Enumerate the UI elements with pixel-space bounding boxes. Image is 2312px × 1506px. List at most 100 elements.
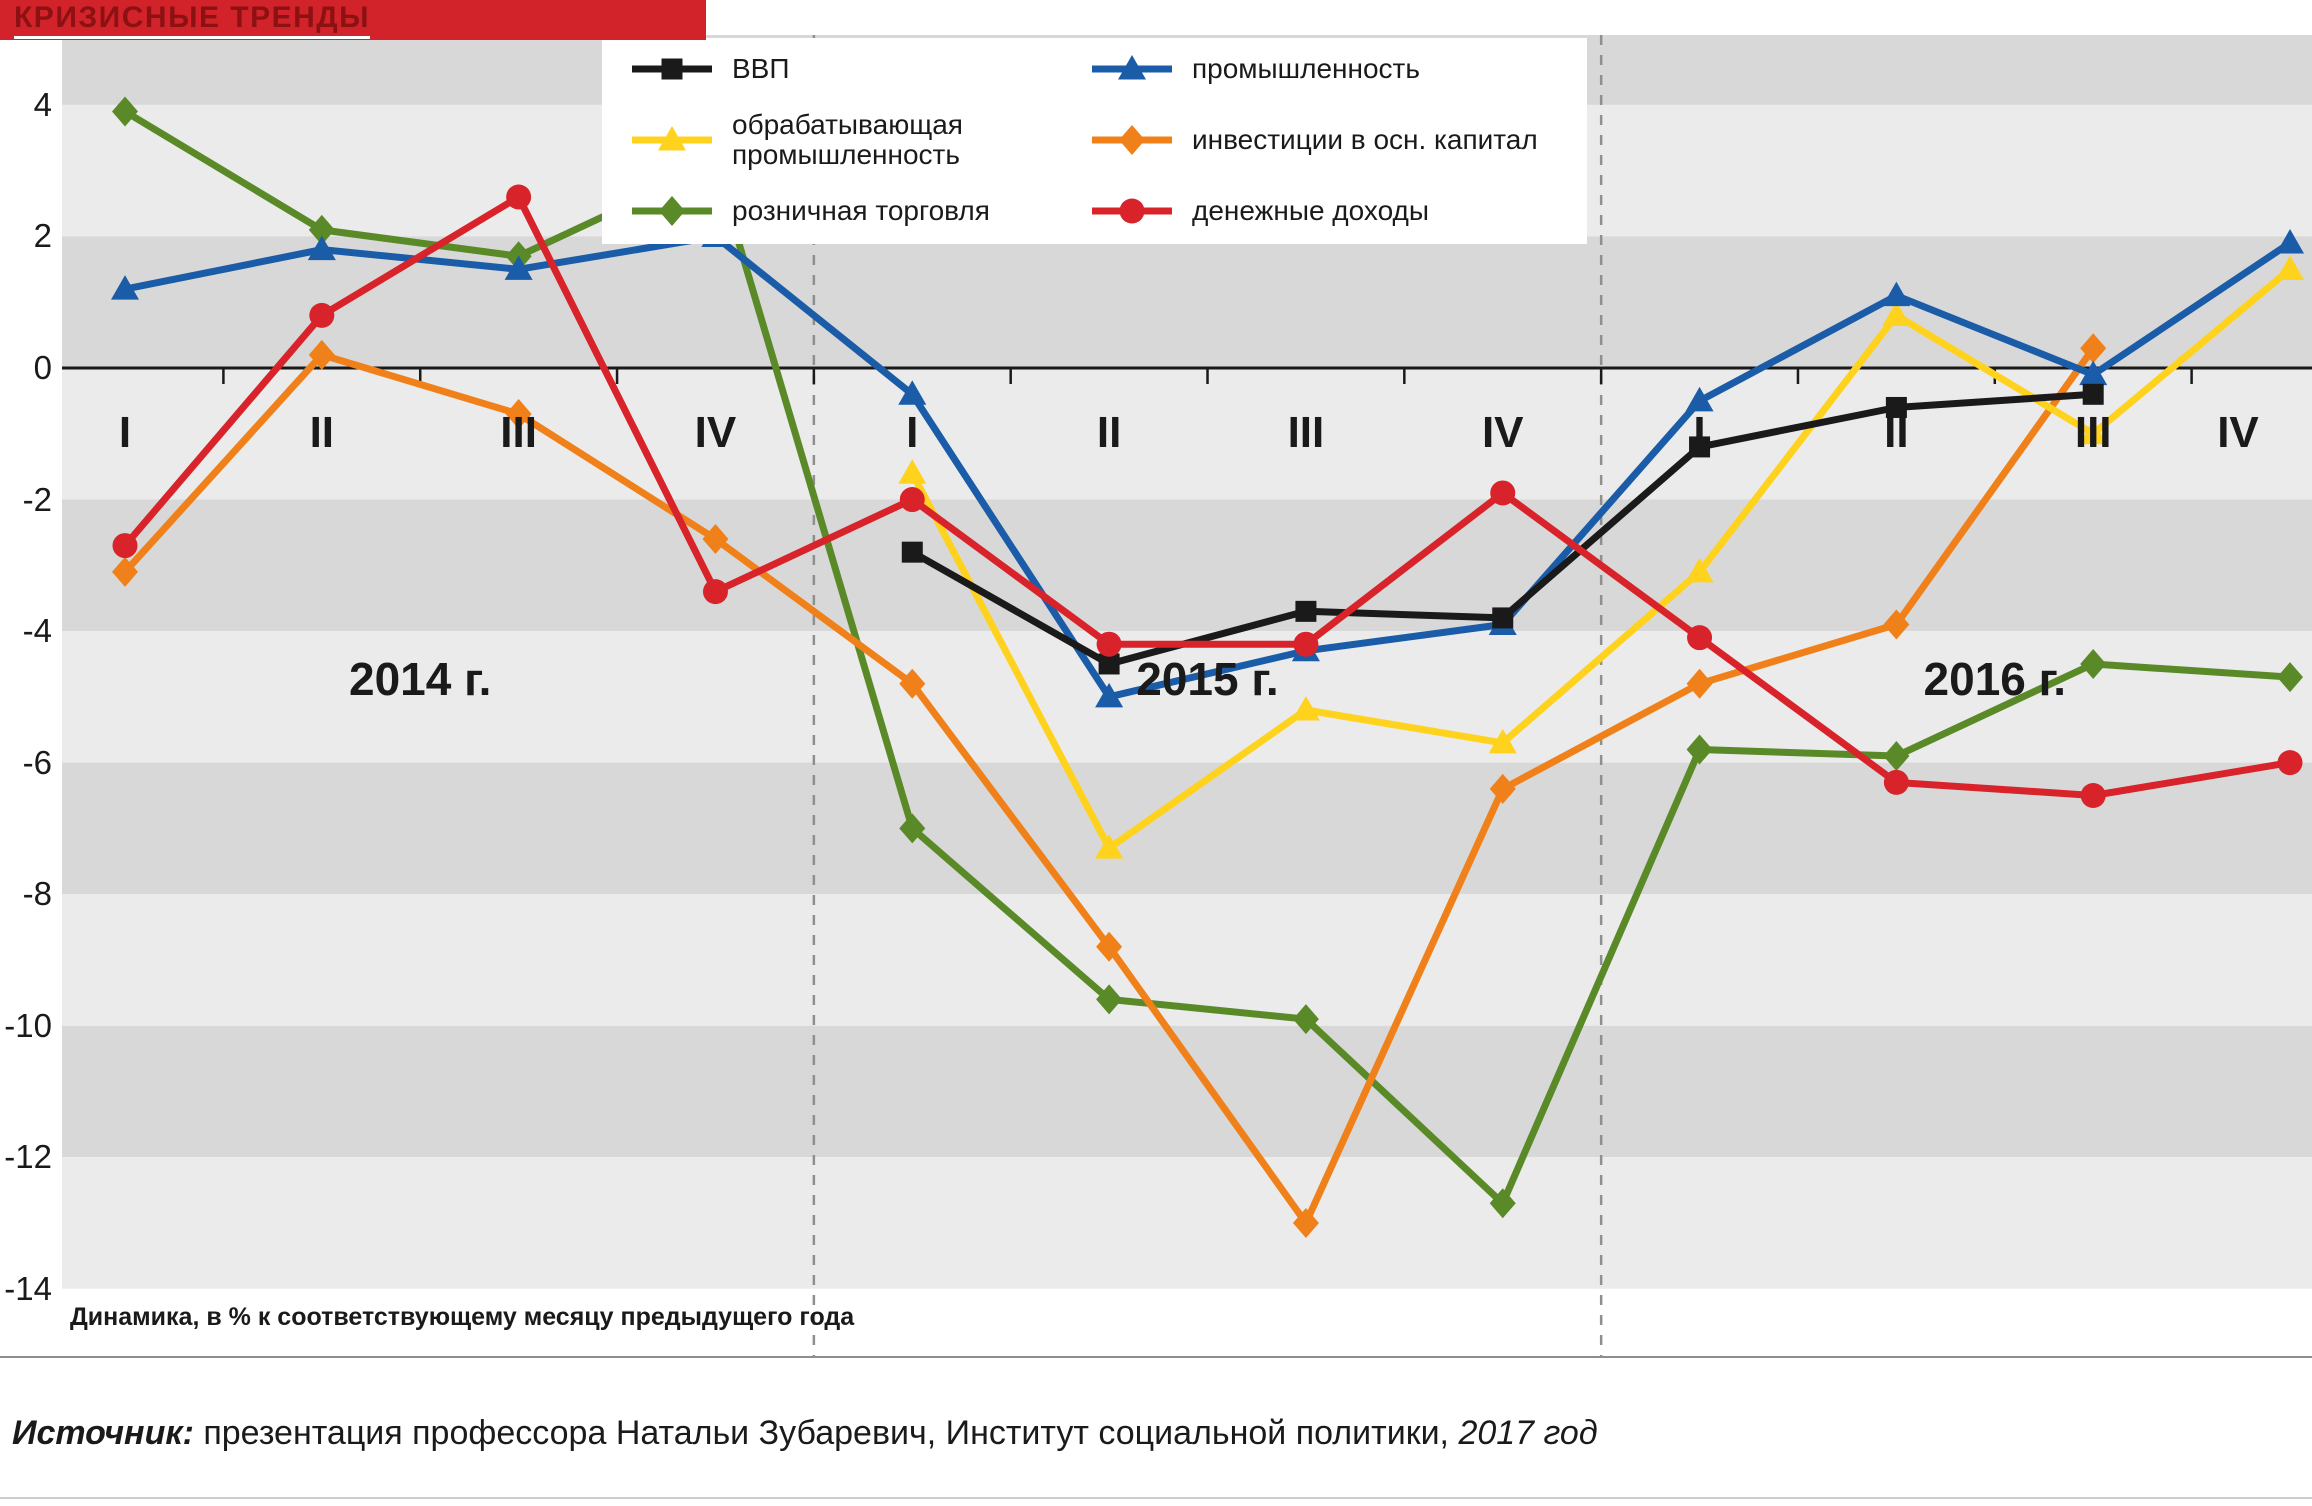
series-marker-triangle [1685, 557, 1714, 583]
series-marker-diamond [1883, 609, 1910, 640]
series-marker-triangle [1488, 728, 1517, 754]
source-label: Источник: [12, 1414, 194, 1452]
series-marker-circle [1490, 480, 1516, 506]
series-marker-triangle [898, 380, 927, 405]
series-line-industry [121, 233, 2294, 701]
series-marker-triangle [2276, 255, 2305, 280]
series-marker-triangle [2079, 360, 2108, 386]
plot-band [62, 762, 2312, 895]
series-marker-square [1689, 436, 1711, 458]
series-marker-triangle [504, 255, 533, 280]
series-line-income [121, 193, 2294, 799]
legend-item-investment: инвестиции в осн. капитал [1090, 125, 1563, 155]
source-line: Источник: презентация профессора Натальи… [12, 1414, 1598, 1453]
series-marker-diamond [1292, 1208, 1319, 1239]
legend-label: ВВП [732, 53, 790, 85]
legend-item-industry: промышленность [1090, 54, 1563, 84]
series-marker-square [2082, 383, 2104, 405]
series-marker-diamond [1686, 668, 1713, 699]
series-marker-diamond [308, 339, 335, 370]
series-marker-circle [309, 302, 335, 328]
series-marker-diamond [112, 96, 138, 127]
series-marker-circle [2277, 750, 2303, 776]
series-marker-triangle [2079, 419, 2108, 445]
series-marker-circle [506, 184, 532, 210]
series-marker-diamond [702, 524, 729, 555]
series-marker-triangle [1118, 55, 1146, 80]
source-text: презентация профессора Натальи Зубаревич… [193, 1414, 1459, 1452]
series-marker-diamond [1096, 984, 1123, 1015]
chart-area: 4 2 0 -2 -4 -6 -8 -10 -12 -14 I II III IV I II III IV I II… [0, 35, 2312, 1358]
series-marker-square [1492, 607, 1514, 629]
series-marker-diamond [2080, 333, 2107, 364]
legend-column: ВВП обрабатывающая промышленность рознична… [630, 54, 1050, 226]
series-marker-triangle [1095, 834, 1124, 859]
series-marker-triangle [307, 235, 336, 261]
legend-label: обрабатывающая промышленность [732, 109, 963, 170]
series-marker-triangle [1095, 682, 1124, 708]
series-marker-diamond [1686, 734, 1713, 765]
series-marker-triangle [898, 459, 927, 484]
legend-column: промышленность инвестиции в осн. капитал д… [1090, 54, 1563, 226]
series-marker-diamond [2277, 662, 2304, 693]
legend-item-retail: розничная торговля [630, 196, 1050, 226]
plot-band [62, 368, 2312, 500]
series-line-manufacturing [908, 265, 2294, 852]
series-marker-triangle [1882, 281, 1911, 307]
series-marker-diamond [1096, 931, 1123, 962]
series-marker-circle [899, 487, 925, 513]
series-marker-circle [1119, 198, 1145, 224]
legend-label: инвестиции в осн. капитал [1192, 124, 1538, 156]
series-marker-triangle [658, 126, 686, 151]
series-marker-diamond [659, 196, 685, 226]
series-marker-circle [1293, 631, 1319, 657]
legend-marker-square-icon [632, 58, 712, 80]
series-marker-circle [1096, 631, 1122, 657]
series-marker-diamond [1489, 773, 1516, 804]
plot-canvas [62, 35, 2312, 1358]
legend: ВВП обрабатывающая промышленность рознична… [602, 38, 1587, 244]
series-marker-diamond [2080, 648, 2107, 679]
series-marker-triangle [111, 275, 139, 300]
title-bar: КРИЗИСНЫЕ ТРЕНДЫ [0, 0, 706, 40]
legend-marker-circle-icon [1092, 198, 1172, 224]
series-marker-diamond [1292, 1004, 1319, 1035]
series-marker-square [661, 58, 683, 80]
bottom-rule [0, 1497, 2312, 1499]
plot-band [62, 631, 2312, 763]
legend-item-manufacturing: обрабатывающая промышленность [630, 110, 1050, 169]
series-marker-circle [1883, 769, 1909, 795]
legend-item-income: денежные доходы [1090, 196, 1563, 226]
series-marker-circle [702, 579, 728, 605]
series-marker-triangle [1882, 301, 1911, 326]
legend-marker-diamond-icon [1092, 125, 1172, 155]
legend-label: розничная торговля [732, 195, 990, 227]
series-marker-triangle [1291, 696, 1320, 721]
plot-band [62, 1157, 2312, 1289]
series-marker-diamond [505, 399, 532, 430]
series-marker-circle [112, 533, 138, 559]
series-line-retail [121, 108, 2294, 1207]
legend-marker-diamond-icon [632, 196, 712, 226]
series-marker-diamond [1119, 125, 1145, 155]
series-marker-diamond [308, 214, 335, 245]
series-marker-diamond [899, 813, 926, 844]
source-year: 2017 год [1458, 1414, 1598, 1452]
plot-band [62, 1025, 2312, 1158]
legend-item-gdp: ВВП [630, 54, 1050, 84]
legend-marker-triangle-icon [632, 126, 712, 151]
page-title: КРИЗИСНЫЕ ТРЕНДЫ [14, 1, 371, 39]
series-marker-triangle [2276, 229, 2305, 254]
chart-caption: Динамика, в % к соответствующему месяцу … [70, 1303, 855, 1331]
series-marker-diamond [112, 556, 138, 587]
series-marker-diamond [1489, 1188, 1516, 1219]
series-marker-square [901, 541, 923, 563]
series-marker-square [1885, 396, 1907, 418]
series-marker-diamond [1883, 741, 1910, 772]
series-marker-square [1098, 653, 1120, 675]
series-marker-circle [1687, 625, 1713, 651]
series-marker-circle [2080, 783, 2106, 809]
legend-label: денежные доходы [1192, 195, 1430, 227]
series-marker-diamond [899, 668, 926, 699]
